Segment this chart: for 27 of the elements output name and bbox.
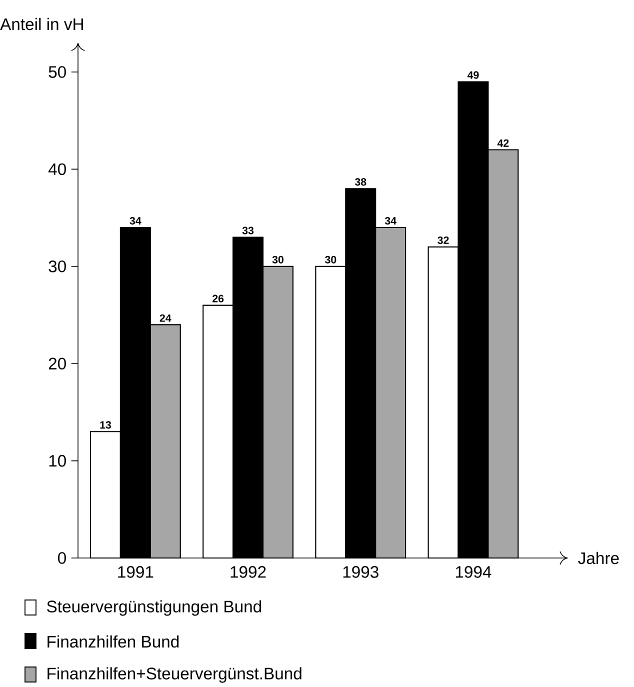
x-tick-label: 1991 <box>118 566 154 578</box>
data-label: 32 <box>438 236 449 244</box>
y-axis-title: Anteil in vH <box>0 18 83 30</box>
data-label: 24 <box>160 314 172 322</box>
x-tick-label: 1994 <box>456 566 492 578</box>
data-label: 38 <box>354 178 366 186</box>
data-label: 42 <box>497 139 509 147</box>
y-tick-label: 50 <box>48 66 66 78</box>
y-tick-label: 10 <box>49 454 66 467</box>
x-axis-title: Jahre <box>578 552 619 564</box>
data-label: 34 <box>384 217 396 225</box>
legend-label: Finanzhilfen+Steuervergünst.Bund <box>48 667 302 683</box>
x-tick-label: 1993 <box>343 566 378 578</box>
data-label: 49 <box>467 71 479 79</box>
data-label: 33 <box>242 226 254 234</box>
x-tick-label: 1992 <box>230 566 266 578</box>
y-tick-label: 40 <box>48 163 66 176</box>
data-label: 30 <box>324 256 336 264</box>
y-tick-label: 20 <box>48 358 66 370</box>
legend-label: Steuervergünstigungen Bund <box>47 600 262 616</box>
y-tick-label: 30 <box>48 260 66 272</box>
y-tick-label: 0 <box>58 552 66 564</box>
data-label: 13 <box>100 421 112 429</box>
data-label: 34 <box>130 217 142 225</box>
legend-label: Finanzhilfen Bund <box>48 635 179 648</box>
data-label: 26 <box>212 294 224 302</box>
data-label: 30 <box>272 256 284 264</box>
